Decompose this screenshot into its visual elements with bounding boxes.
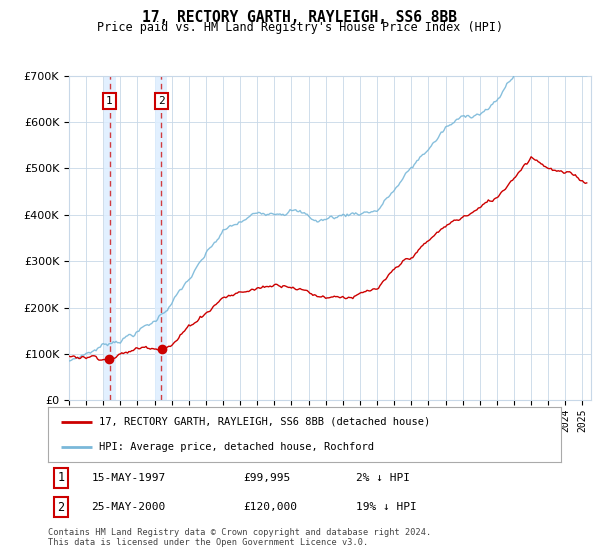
Text: 2: 2 [158, 96, 164, 106]
Text: 17, RECTORY GARTH, RAYLEIGH, SS6 8BB (detached house): 17, RECTORY GARTH, RAYLEIGH, SS6 8BB (de… [100, 417, 431, 427]
Text: 1: 1 [57, 471, 64, 484]
Text: 2: 2 [57, 501, 64, 514]
Text: Price paid vs. HM Land Registry's House Price Index (HPI): Price paid vs. HM Land Registry's House … [97, 21, 503, 34]
Text: 1: 1 [106, 96, 113, 106]
Text: £120,000: £120,000 [243, 502, 297, 512]
Text: 25-MAY-2000: 25-MAY-2000 [92, 502, 166, 512]
Bar [104, 76, 116, 400]
Text: HPI: Average price, detached house, Rochford: HPI: Average price, detached house, Roch… [100, 442, 374, 452]
Text: Contains HM Land Registry data © Crown copyright and database right 2024.
This d: Contains HM Land Registry data © Crown c… [48, 528, 431, 547]
Text: £99,995: £99,995 [243, 473, 290, 483]
Bar [155, 76, 167, 400]
Text: 19% ↓ HPI: 19% ↓ HPI [356, 502, 416, 512]
Text: 17, RECTORY GARTH, RAYLEIGH, SS6 8BB: 17, RECTORY GARTH, RAYLEIGH, SS6 8BB [143, 10, 458, 25]
Text: 2% ↓ HPI: 2% ↓ HPI [356, 473, 410, 483]
Text: 15-MAY-1997: 15-MAY-1997 [92, 473, 166, 483]
